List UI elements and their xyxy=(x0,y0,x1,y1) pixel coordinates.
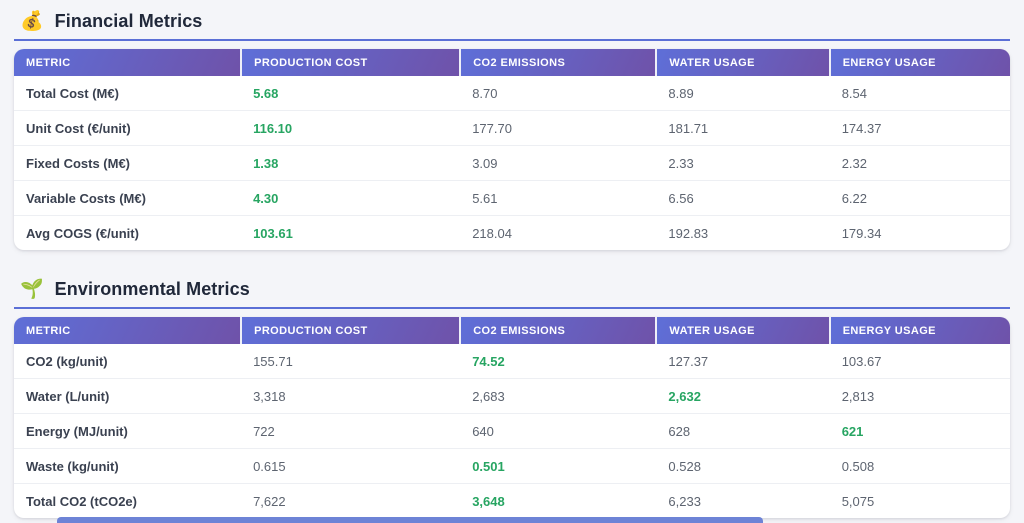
value-cell-best: 2,632 xyxy=(656,378,830,414)
value-cell: 3.09 xyxy=(460,145,657,181)
value-cell: 2.32 xyxy=(829,145,1010,181)
value-cell: 6.22 xyxy=(829,180,1010,216)
table-row: CO2 (kg/unit) 155.71 74.52 127.37 103.67 xyxy=(14,344,1010,379)
environmental-metrics-table: METRIC PRODUCTION COST CO2 EMISSIONS WATER … xyxy=(14,317,1010,518)
table-header: METRIC PRODUCTION COST CO2 EMISSIONS WATER … xyxy=(14,317,1010,344)
value-cell: 177.70 xyxy=(460,110,657,146)
value-cell: 2,683 xyxy=(460,378,657,414)
value-cell-best: 4.30 xyxy=(241,180,461,216)
value-cell: 0.615 xyxy=(241,448,461,484)
value-cell: 7,622 xyxy=(241,483,461,518)
column-header-metric: METRIC xyxy=(14,49,243,76)
value-cell: 6.56 xyxy=(656,180,830,216)
table-row: Variable Costs (M€) 4.30 5.61 6.56 6.22 xyxy=(14,180,1010,216)
environmental-metrics-card: METRIC PRODUCTION COST CO2 EMISSIONS WATER … xyxy=(14,317,1010,518)
table-row: Avg COGS (€/unit) 103.61 218.04 192.83 179.3… xyxy=(14,215,1010,250)
metric-label: Waste (kg/unit) xyxy=(14,448,242,484)
value-cell: 628 xyxy=(656,413,830,449)
financial-metrics-table: METRIC PRODUCTION COST CO2 EMISSIONS WATER … xyxy=(14,49,1010,250)
value-cell: 6,233 xyxy=(656,483,830,518)
value-cell: 5,075 xyxy=(829,483,1010,518)
financial-metrics-card: METRIC PRODUCTION COST CO2 EMISSIONS WATER … xyxy=(14,49,1010,250)
metric-label: Energy (MJ/unit) xyxy=(14,413,242,449)
column-header-energy-usage: ENERGY USAGE xyxy=(829,317,1010,344)
value-cell: 155.71 xyxy=(253,354,293,369)
value-cell: 640 xyxy=(460,413,657,449)
metric-label: Total Cost (M€) xyxy=(26,86,119,101)
metric-label: Total CO2 (tCO2e) xyxy=(14,483,242,518)
value-cell: 218.04 xyxy=(460,215,657,250)
value-cell: 103.67 xyxy=(841,354,882,369)
column-header-water-usage: WATER USAGE xyxy=(656,49,831,76)
table-row: Total CO2 (tCO2e) 7,622 3,648 6,233 5,075 xyxy=(14,483,1010,518)
column-header-water-usage: WATER USAGE xyxy=(656,317,831,344)
value-cell-best: 5.68 xyxy=(253,86,279,101)
value-cell: 174.37 xyxy=(829,110,1010,146)
value-cell-best: 0.501 xyxy=(460,448,657,484)
value-cell-best: 103.61 xyxy=(241,215,461,250)
metric-label: CO2 (kg/unit) xyxy=(26,354,108,369)
value-cell: 2.33 xyxy=(656,145,830,181)
value-cell: 8.70 xyxy=(472,86,498,101)
metric-label: Avg COGS (€/unit) xyxy=(14,215,242,250)
value-cell: 0.508 xyxy=(829,448,1010,484)
metric-label: Fixed Costs (M€) xyxy=(14,145,242,181)
value-cell: 192.83 xyxy=(656,215,830,250)
value-cell-best: 621 xyxy=(829,413,1010,449)
section-header-financial: 💰 Financial Metrics xyxy=(14,2,1010,41)
partially-visible-next-element xyxy=(57,517,763,523)
value-cell: 0.528 xyxy=(656,448,830,484)
table-row: Energy (MJ/unit) 722 640 628 621 xyxy=(14,413,1010,449)
metric-label: Unit Cost (€/unit) xyxy=(14,110,242,146)
section-financial-metrics: 💰 Financial Metrics METRIC PRODUCTION COS… xyxy=(14,2,1010,250)
column-header-energy-usage: ENERGY USAGE xyxy=(829,49,1010,76)
column-header-production-cost: PRODUCTION COST xyxy=(241,49,462,76)
section-environmental-metrics: 🌱 Environmental Metrics METRIC PRODUCTION… xyxy=(14,270,1010,518)
table-row: Unit Cost (€/unit) 116.10 177.70 181.71 174.… xyxy=(14,110,1010,146)
section-title-environmental: Environmental Metrics xyxy=(54,279,250,299)
value-cell: 8.54 xyxy=(841,86,867,101)
value-cell: 722 xyxy=(241,413,461,449)
value-cell: 127.37 xyxy=(668,354,709,369)
seedling-icon: 🌱 xyxy=(20,278,44,300)
value-cell: 179.34 xyxy=(829,215,1010,250)
table-row: Fixed Costs (M€) 1.38 3.09 2.33 2.32 xyxy=(14,145,1010,181)
value-cell: 5.61 xyxy=(460,180,657,216)
value-cell-best: 74.52 xyxy=(472,354,505,369)
value-cell: 3,318 xyxy=(241,378,461,414)
section-header-environmental: 🌱 Environmental Metrics xyxy=(14,270,1010,309)
table-row: Water (L/unit) 3,318 2,683 2,632 2,813 xyxy=(14,378,1010,414)
value-cell-best: 3,648 xyxy=(460,483,657,518)
table-row: Total Cost (M€) 5.68 8.70 8.89 8.54 xyxy=(14,76,1010,111)
column-header-production-cost: PRODUCTION COST xyxy=(241,317,462,344)
column-header-co2-emissions: CO2 EMISSIONS xyxy=(460,49,658,76)
value-cell-best: 116.10 xyxy=(241,110,461,146)
metric-label: Water (L/unit) xyxy=(14,378,242,414)
value-cell: 181.71 xyxy=(656,110,830,146)
column-header-co2-emissions: CO2 EMISSIONS xyxy=(460,317,658,344)
section-title-financial: Financial Metrics xyxy=(54,11,203,31)
value-cell-best: 1.38 xyxy=(241,145,461,181)
metric-label: Variable Costs (M€) xyxy=(14,180,242,216)
column-header-metric: METRIC xyxy=(14,317,243,344)
value-cell: 2,813 xyxy=(829,378,1010,414)
money-bag-icon: 💰 xyxy=(20,10,44,32)
table-row: Waste (kg/unit) 0.615 0.501 0.528 0.508 xyxy=(14,448,1010,484)
value-cell: 8.89 xyxy=(668,86,694,101)
table-header: METRIC PRODUCTION COST CO2 EMISSIONS WATER … xyxy=(14,49,1010,76)
